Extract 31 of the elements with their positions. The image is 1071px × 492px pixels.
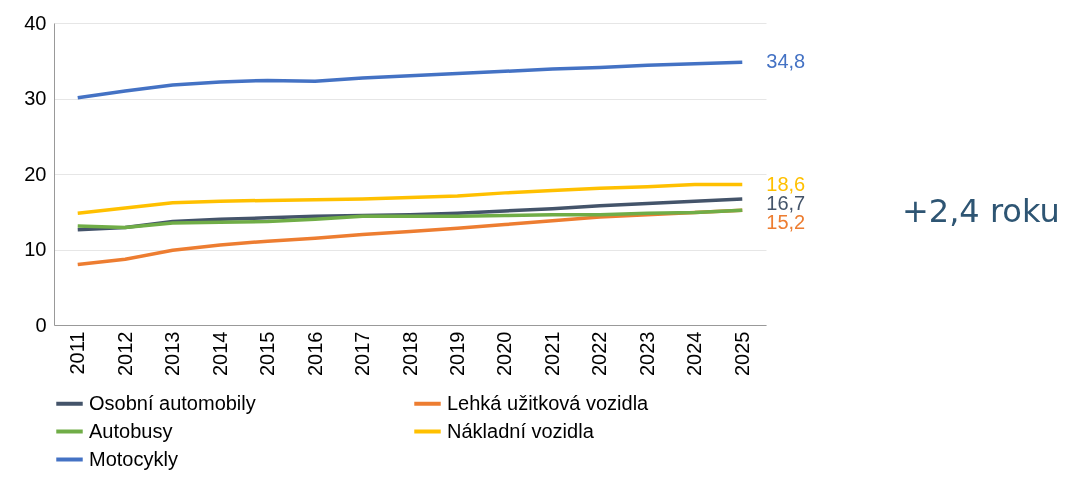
y-tick-label: 40 (24, 11, 47, 34)
y-tick-label: 10 (24, 238, 47, 260)
x-tick-label: 2019 (445, 331, 468, 376)
x-tick-label: 2020 (493, 331, 516, 376)
data-label: 18,6 (766, 172, 806, 195)
legend-label: Motocykly (89, 447, 178, 470)
line-series (75, 60, 745, 100)
x-tick-label: 2012 (113, 331, 136, 376)
legend-label: Osobní automobily (89, 391, 256, 414)
x-tick-label: 2015 (256, 331, 279, 376)
x-tick-label: 2014 (208, 331, 231, 376)
line-series (75, 182, 745, 216)
x-tick-label: 2022 (588, 331, 611, 376)
y-tick-label: 30 (24, 87, 47, 109)
legend-label: Autobusy (89, 419, 173, 442)
x-tick-label: 2013 (161, 331, 184, 376)
y-tick-label: 0 (35, 313, 47, 336)
x-tick-label: 2023 (635, 331, 658, 376)
x-tick-label: 2016 (303, 331, 326, 376)
legend-label: Nákladní vozidla (447, 419, 595, 442)
x-tick-label: 2025 (730, 331, 753, 376)
data-label: 34,8 (766, 50, 806, 73)
x-tick-label: 2024 (683, 331, 706, 376)
y-tick-label: 20 (24, 162, 47, 185)
x-tick-label: 2017 (351, 331, 374, 376)
x-tick-label: 2021 (540, 331, 563, 376)
line-series (75, 208, 745, 230)
x-tick-label: 2011 (66, 331, 89, 375)
x-tick-label: 2018 (398, 331, 421, 376)
text: +2,4 roku (902, 192, 1060, 230)
legend-label: Lehká užitková vozidla (447, 391, 650, 414)
